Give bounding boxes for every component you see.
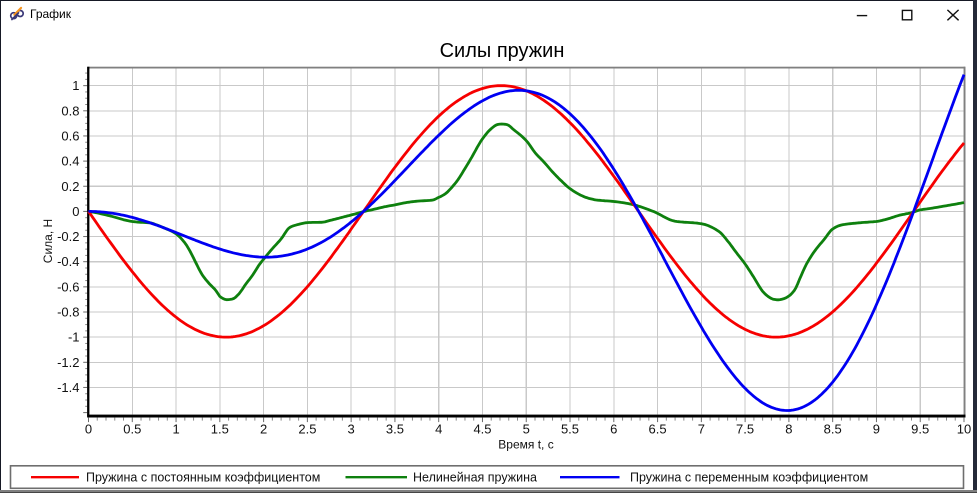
- svg-text:1: 1: [172, 422, 179, 437]
- svg-text:-0.8: -0.8: [57, 305, 79, 320]
- svg-text:-0.4: -0.4: [57, 254, 79, 269]
- svg-text:10: 10: [957, 422, 971, 437]
- svg-text:0.8: 0.8: [61, 103, 79, 118]
- svg-text:4.5: 4.5: [473, 422, 491, 437]
- svg-text:5.5: 5.5: [561, 422, 579, 437]
- svg-text:6: 6: [610, 422, 617, 437]
- svg-text:0.4: 0.4: [61, 154, 79, 169]
- svg-text:0.5: 0.5: [123, 422, 141, 437]
- svg-text:-0.6: -0.6: [57, 279, 79, 294]
- svg-text:7: 7: [698, 422, 705, 437]
- svg-text:2.5: 2.5: [298, 422, 316, 437]
- svg-text:0.6: 0.6: [61, 128, 79, 143]
- svg-text:Время t, c: Время t, c: [498, 438, 553, 452]
- svg-text:0: 0: [72, 204, 79, 219]
- svg-text:Нелинейная пружина: Нелинейная пружина: [413, 471, 537, 485]
- svg-text:-0.2: -0.2: [57, 229, 79, 244]
- svg-text:7.5: 7.5: [736, 422, 754, 437]
- svg-text:6.5: 6.5: [649, 422, 667, 437]
- svg-text:0: 0: [85, 422, 92, 437]
- svg-text:3.5: 3.5: [386, 422, 404, 437]
- svg-text:-1.4: -1.4: [57, 380, 79, 395]
- svg-text:Пружина с постоянным коэффицие: Пружина с постоянным коэффициентом: [86, 471, 320, 485]
- svg-text:Пружина с переменным коэффицие: Пружина с переменным коэффициентом: [630, 471, 868, 485]
- svg-text:8: 8: [785, 422, 792, 437]
- svg-text:5: 5: [523, 422, 530, 437]
- svg-text:Сила, Н: Сила, Н: [41, 219, 55, 263]
- svg-text:9: 9: [873, 422, 880, 437]
- svg-text:9.5: 9.5: [911, 422, 929, 437]
- svg-text:3: 3: [347, 422, 354, 437]
- svg-text:Силы пружин: Силы пружин: [440, 40, 565, 62]
- svg-text:-1.2: -1.2: [57, 355, 79, 370]
- svg-text:4: 4: [435, 422, 442, 437]
- svg-text:1.5: 1.5: [211, 422, 229, 437]
- svg-text:1: 1: [72, 78, 79, 93]
- svg-text:0.2: 0.2: [61, 179, 79, 194]
- svg-text:8.5: 8.5: [824, 422, 842, 437]
- svg-text:2: 2: [260, 422, 267, 437]
- svg-text:-1: -1: [68, 330, 80, 345]
